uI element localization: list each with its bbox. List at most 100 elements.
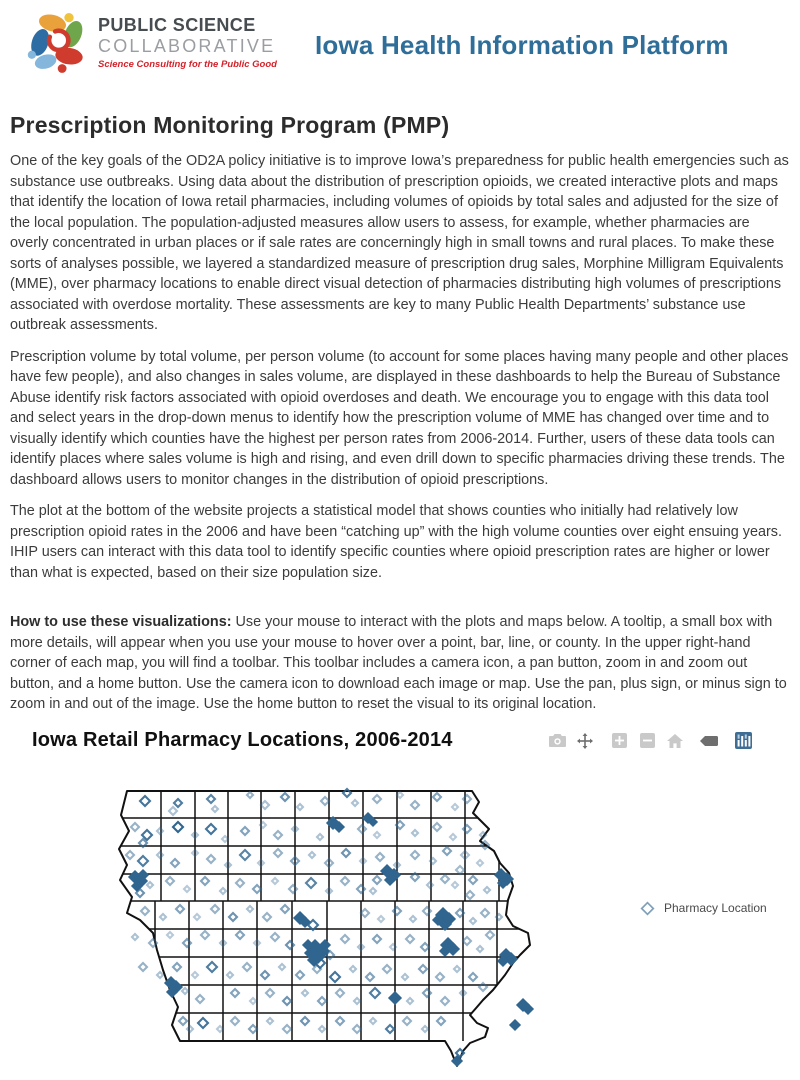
pharmacy-marker[interactable] <box>371 933 383 944</box>
pharmacy-marker[interactable] <box>332 820 346 833</box>
pharmacy-marker[interactable] <box>136 854 150 867</box>
pharmacy-marker[interactable] <box>205 793 217 804</box>
pharmacy-marker[interactable] <box>394 819 406 830</box>
pharmacy-marker[interactable] <box>171 820 185 833</box>
zoom-in-icon[interactable] <box>608 731 630 751</box>
pharmacy-marker[interactable] <box>348 964 358 973</box>
pharmacy-marker[interactable] <box>324 886 334 895</box>
pharmacy-marker[interactable] <box>199 875 211 886</box>
pharmacy-marker[interactable] <box>210 804 220 813</box>
pharmacy-marker[interactable] <box>467 874 479 885</box>
pharmacy-marker[interactable] <box>164 875 176 886</box>
pharmacy-marker[interactable] <box>130 932 140 941</box>
iowa-map-svg[interactable] <box>115 785 577 1075</box>
pharmacy-marker[interactable] <box>421 905 433 916</box>
pharmacy-marker[interactable] <box>306 952 322 967</box>
pharmacy-marker[interactable] <box>155 850 165 859</box>
pharmacy-marker[interactable] <box>383 873 397 886</box>
pharmacy-marker[interactable] <box>277 962 287 971</box>
pharmacy-marker[interactable] <box>364 971 376 982</box>
pharmacy-marker[interactable] <box>359 907 371 918</box>
pharmacy-marker[interactable] <box>318 938 332 951</box>
pharmacy-marker[interactable] <box>238 848 252 861</box>
pharmacy-marker[interactable] <box>477 981 489 992</box>
pharmacy-marker[interactable] <box>129 821 141 832</box>
pharmacy-marker[interactable] <box>484 929 496 940</box>
pharmacy-marker[interactable] <box>441 845 453 856</box>
pharmacy-marker[interactable] <box>315 832 325 841</box>
pharmacy-marker[interactable] <box>227 911 239 922</box>
pharmacy-marker[interactable] <box>508 1018 522 1031</box>
pharmacy-marker[interactable] <box>454 907 466 918</box>
pharmacy-marker[interactable] <box>137 961 149 972</box>
pharmacy-marker[interactable] <box>169 857 181 868</box>
pharmacy-marker[interactable] <box>199 929 211 940</box>
pharmacy-marker[interactable] <box>371 793 383 804</box>
pharmacy-marker[interactable] <box>301 938 315 951</box>
pharmacy-marker[interactable] <box>358 856 368 865</box>
pharmacy-marker[interactable] <box>258 820 268 829</box>
pharmacy-marker[interactable] <box>307 850 317 859</box>
pharmacy-marker[interactable] <box>431 791 443 802</box>
pharmacy-marker[interactable] <box>459 849 471 860</box>
pharmacy-marker[interactable] <box>304 876 318 889</box>
pharmacy-marker[interactable] <box>220 834 230 843</box>
pharmacy-marker[interactable] <box>431 821 443 832</box>
pharmacy-marker[interactable] <box>395 790 405 799</box>
pharmacy-marker[interactable] <box>287 883 299 894</box>
pharmacy-marker[interactable] <box>259 799 271 810</box>
pharmacy-marker[interactable] <box>279 791 291 802</box>
pharmacy-marker[interactable] <box>155 826 165 835</box>
pharmacy-marker[interactable] <box>371 874 383 885</box>
pharmacy-marker[interactable] <box>147 937 159 948</box>
pharmacy-marker[interactable] <box>209 903 221 914</box>
pharmacy-marker[interactable] <box>376 914 386 923</box>
pharmacy-marker[interactable] <box>367 816 379 827</box>
pharmacy-marker[interactable] <box>410 828 420 837</box>
pharmacy-marker[interactable] <box>431 913 445 926</box>
pharmacy-marker[interactable] <box>356 942 366 951</box>
pharmacy-marker[interactable] <box>239 825 251 836</box>
pharmacy-marker[interactable] <box>136 868 150 881</box>
pharmacy-marker[interactable] <box>138 794 152 807</box>
plotly-logo-icon[interactable] <box>732 731 754 751</box>
pharmacy-marker[interactable] <box>461 793 473 804</box>
pharmacy-marker[interactable] <box>388 942 398 951</box>
pharmacy-marker[interactable] <box>140 828 154 841</box>
legend-item-pharmacy-location[interactable]: Pharmacy Location <box>640 900 767 916</box>
pharmacy-marker[interactable] <box>324 949 336 960</box>
pharmacy-marker[interactable] <box>356 823 368 834</box>
pan-icon[interactable] <box>574 731 596 751</box>
pharmacy-marker[interactable] <box>190 848 200 857</box>
pharmacy-marker[interactable] <box>134 887 146 898</box>
pharmacy-marker[interactable] <box>290 824 300 833</box>
pharmacy-marker[interactable] <box>478 830 488 839</box>
camera-icon[interactable] <box>546 731 568 751</box>
pharmacy-marker[interactable] <box>218 938 228 947</box>
zoom-out-icon[interactable] <box>636 731 658 751</box>
pharmacy-marker[interactable] <box>339 875 351 886</box>
pharmacy-marker[interactable] <box>428 856 438 865</box>
pharmacy-marker[interactable] <box>479 839 491 850</box>
pharmacy-marker[interactable] <box>319 795 331 806</box>
pharmacy-marker[interactable] <box>279 903 291 914</box>
pharmacy-marker[interactable] <box>448 832 458 841</box>
pharmacy-marker[interactable] <box>252 938 262 947</box>
pharmacy-marker[interactable] <box>381 963 393 974</box>
pharmacy-marker[interactable] <box>294 969 306 980</box>
pharmacy-marker[interactable] <box>234 929 246 940</box>
pharmacy-marker[interactable] <box>392 860 402 869</box>
pharmacy-marker[interactable] <box>306 918 320 931</box>
pharmacy-marker[interactable] <box>452 964 462 973</box>
pharmacy-marker[interactable] <box>181 937 193 948</box>
pharmacy-marker[interactable] <box>174 903 186 914</box>
pharmacy-marker[interactable] <box>475 858 485 867</box>
pharmacy-marker[interactable] <box>391 905 403 916</box>
pharmacy-marker[interactable] <box>205 960 219 973</box>
pharmacy-marker[interactable] <box>272 829 284 840</box>
pharmacy-marker[interactable] <box>374 851 386 862</box>
pharmacy-marker[interactable] <box>261 911 273 922</box>
pharmacy-marker[interactable] <box>158 912 168 921</box>
pharmacy-marker[interactable] <box>245 790 255 799</box>
pharmacy-marker[interactable] <box>425 880 435 889</box>
